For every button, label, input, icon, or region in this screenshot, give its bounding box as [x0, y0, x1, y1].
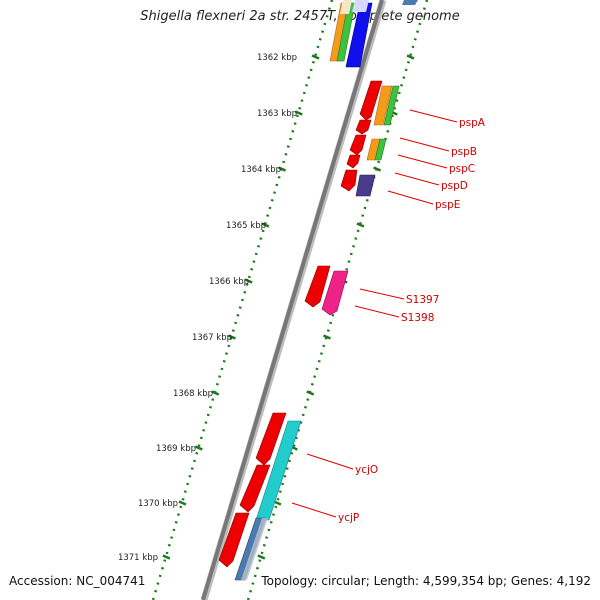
gene-pspA-green[interactable]: [383, 85, 400, 126]
gene-label-ycjO[interactable]: ycjO: [355, 464, 378, 476]
s-gene-group[interactable]: [304, 265, 349, 316]
ruler-tick: [294, 110, 303, 116]
gene-pspE-purple[interactable]: [355, 174, 376, 197]
gene-pspC[interactable]: [349, 134, 367, 156]
gene-pspB[interactable]: [355, 119, 372, 135]
top-feature-group[interactable]: [329, 0, 418, 68]
gene-label-ycjP[interactable]: ycjP: [338, 512, 359, 524]
gene-label-pspC[interactable]: pspC: [449, 163, 475, 175]
gene-label-S1397[interactable]: S1397: [406, 294, 439, 306]
gene-labels: pspA pspB pspC pspD pspE S1397 S1398 ycj…: [338, 117, 486, 524]
accession-text: Accession: NC_004741: [9, 574, 146, 588]
ruler-label: 1366 kbp: [209, 277, 249, 287]
gene-ycjP[interactable]: [218, 512, 250, 568]
gene-label-leaders: [291, 109, 458, 518]
gene-label-pspE[interactable]: pspE: [435, 199, 460, 211]
genome-summary-text: Topology: circular; Length: 4,599,354 bp…: [261, 574, 591, 588]
ruler-label: 1364 kbp: [241, 165, 281, 175]
gene-ycjO-cyan[interactable]: [255, 420, 302, 521]
genome-backbone: [200, 0, 387, 600]
ruler-tick: [178, 500, 187, 506]
gene-feature-lavender[interactable]: [352, 0, 369, 12]
gene-feature-steel[interactable]: [402, 0, 418, 5]
gene-pspD[interactable]: [346, 154, 361, 169]
gene-label-S1398[interactable]: S1398: [401, 312, 434, 324]
gene-label-pspA[interactable]: pspA: [459, 117, 486, 129]
psp-gene-group[interactable]: [340, 80, 400, 197]
ruler-tick: [227, 334, 236, 340]
ruler-dotted-line: [151, 0, 334, 600]
gene-ycjO-part1[interactable]: [255, 412, 287, 466]
ruler-tick: [244, 278, 253, 284]
ruler-tick: [311, 54, 320, 60]
ruler-tick: [257, 554, 266, 560]
ruler-tick: [373, 166, 382, 172]
ruler-tick: [406, 54, 415, 60]
gene-feature-green[interactable]: [336, 2, 356, 62]
ruler-label: 1368 kbp: [173, 389, 213, 399]
gene-ycjO-part2[interactable]: [239, 464, 271, 513]
ruler-label: 1371 kbp: [118, 553, 158, 563]
ruler-label: 1370 kbp: [138, 499, 178, 509]
ruler-label: 1363 kbp: [257, 109, 297, 119]
gene-pspA[interactable]: [359, 80, 383, 121]
ruler-tick: [261, 222, 270, 228]
ruler-label: 1367 kbp: [192, 333, 232, 343]
ruler-tick: [306, 390, 315, 396]
gene-pspC-green[interactable]: [374, 138, 387, 161]
ruler-tick: [322, 334, 331, 340]
ruler-label: 1362 kbp: [257, 53, 297, 63]
gene-label-pspB[interactable]: pspB: [451, 146, 477, 158]
ruler-tick: [211, 390, 220, 396]
ruler-tick: [162, 554, 171, 560]
ycj-gene-group[interactable]: [218, 412, 302, 581]
gene-pspE[interactable]: [340, 169, 358, 192]
ruler-tick: [278, 166, 287, 172]
gene-S1398[interactable]: [321, 270, 349, 316]
gene-label-pspD[interactable]: pspD: [441, 180, 468, 192]
ruler-tick: [194, 445, 203, 451]
ruler-label: 1365 kbp: [226, 221, 266, 231]
ruler-tick: [356, 222, 365, 228]
gene-feature-pale[interactable]: [340, 0, 352, 14]
gene-ycjP-grey[interactable]: [241, 518, 268, 580]
ruler-label: 1369 kbp: [156, 444, 196, 454]
ruler-labels: 1362 kbp 1363 kbp 1364 kbp 1365 kbp 1366…: [118, 53, 297, 563]
gene-pspA-orange[interactable]: [373, 85, 393, 126]
gene-S1397[interactable]: [304, 265, 331, 308]
